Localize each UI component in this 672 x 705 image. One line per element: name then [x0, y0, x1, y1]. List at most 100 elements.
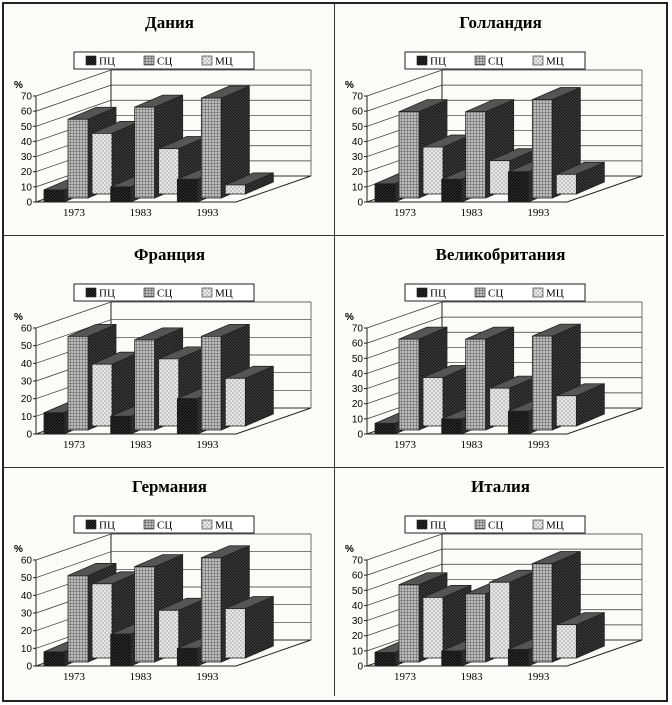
y-tick-label: 20 [352, 631, 364, 642]
bar-mc [224, 595, 274, 659]
legend-label-pc: ПЦ [99, 520, 115, 532]
legend-swatch-sc [143, 287, 155, 298]
y-tick-label: 30 [21, 152, 33, 163]
legend-swatch-mc [532, 55, 544, 66]
y-tick-label: 60 [21, 324, 33, 335]
x-category-label: 1993 [196, 439, 219, 451]
y-tick-label: 60 [352, 107, 364, 118]
chart-title: Голландия [459, 13, 542, 32]
x-category-label: 1973 [63, 671, 86, 683]
chart-svg: Германия ПЦ СЦ МЦ% 0 10 20 30 40 50 60 1973 1983 1993 [14, 477, 312, 683]
legend-label-sc: СЦ [488, 56, 503, 68]
y-tick-label: 70 [352, 92, 364, 103]
legend-swatch-sc [474, 519, 486, 530]
bar-sc [200, 85, 250, 199]
y-unit-label: % [345, 312, 354, 323]
y-tick-label: 70 [21, 92, 33, 103]
bar-mc [555, 612, 605, 659]
legend-swatch-pc [85, 55, 97, 66]
y-tick-label: 0 [357, 198, 363, 209]
legend-swatch-mc [532, 519, 544, 530]
y-tick-label: 40 [352, 137, 364, 148]
chart-svg: Голландия ПЦ СЦ МЦ% 0 10 20 30 40 50 60 70 1973 1983 1… [345, 13, 643, 219]
x-category-label: 1983 [461, 671, 484, 683]
legend-swatch-sc [143, 519, 155, 530]
y-tick-label: 50 [21, 341, 33, 352]
y-tick-label: 0 [26, 198, 32, 209]
x-category-label: 1983 [461, 207, 484, 219]
y-tick-label: 40 [21, 359, 33, 370]
y-tick-label: 40 [21, 591, 33, 602]
legend-label-mc: МЦ [215, 520, 233, 532]
legend-label-sc: СЦ [157, 56, 172, 68]
bar-mc [555, 161, 605, 195]
legend-swatch-pc [416, 55, 428, 66]
chart-legend: ПЦ СЦ МЦ [404, 283, 586, 302]
legend-label-mc: МЦ [546, 288, 564, 300]
x-category-label: 1993 [196, 671, 219, 683]
y-tick-label: 50 [352, 586, 364, 597]
legend-swatch-mc [201, 519, 213, 530]
x-category-label: 1993 [527, 439, 550, 451]
legend-label-mc: МЦ [215, 288, 233, 300]
x-category-label: 1993 [527, 671, 550, 683]
y-tick-label: 60 [21, 107, 33, 118]
legend-label-pc: ПЦ [430, 288, 446, 300]
y-tick-label: 10 [352, 182, 364, 193]
x-category-label: 1983 [130, 439, 153, 451]
chart-svg: Великобритания ПЦ СЦ МЦ% 0 10 20 30 40 50 60 70 1973… [345, 245, 643, 451]
bar-mc [224, 365, 274, 427]
y-tick-label: 10 [21, 644, 33, 655]
legend-label-mc: МЦ [546, 520, 564, 532]
legend-swatch-pc [416, 287, 428, 298]
x-category-label: 1993 [527, 207, 550, 219]
legend-label-pc: ПЦ [99, 56, 115, 68]
legend-label-sc: СЦ [488, 288, 503, 300]
y-tick-label: 50 [21, 573, 33, 584]
y-tick-label: 70 [352, 324, 364, 335]
y-tick-label: 50 [21, 122, 33, 133]
legend-swatch-pc [85, 519, 97, 530]
y-tick-label: 10 [352, 414, 364, 425]
legend-label-sc: СЦ [157, 288, 172, 300]
y-tick-label: 30 [21, 609, 33, 620]
y-tick-label: 0 [357, 662, 363, 673]
x-category-label: 1973 [394, 439, 417, 451]
y-tick-label: 20 [352, 399, 364, 410]
chart-legend: ПЦ СЦ МЦ [73, 515, 255, 534]
y-unit-label: % [14, 312, 23, 323]
legend-label-sc: СЦ [488, 520, 503, 532]
legend-label-mc: МЦ [215, 56, 233, 68]
x-category-label: 1983 [461, 439, 484, 451]
y-tick-label: 0 [26, 430, 32, 441]
y-unit-label: % [345, 80, 354, 91]
chart-panel: Италия ПЦ СЦ МЦ% 0 10 20 30 40 50 60 70 1973 1983 1993 [335, 468, 664, 696]
chart-title: Италия [471, 477, 530, 496]
y-unit-label: % [345, 544, 354, 555]
y-tick-label: 20 [352, 167, 364, 178]
y-tick-label: 20 [21, 626, 33, 637]
chart-svg: Франция ПЦ СЦ МЦ% 0 10 20 30 40 50 60 1973 1983 1993 [14, 245, 312, 451]
y-tick-label: 40 [352, 369, 364, 380]
chart-title: Германия [132, 477, 207, 496]
y-tick-label: 70 [352, 556, 364, 567]
legend-swatch-sc [143, 55, 155, 66]
legend-swatch-mc [201, 287, 213, 298]
legend-swatch-sc [474, 287, 486, 298]
y-tick-label: 10 [352, 646, 364, 657]
chart-title: Франция [134, 245, 205, 264]
y-tick-label: 60 [352, 571, 364, 582]
bar-mc [422, 584, 472, 659]
y-tick-label: 20 [21, 394, 33, 405]
x-category-label: 1973 [394, 207, 417, 219]
bar-mc [224, 172, 274, 195]
legend-swatch-pc [416, 519, 428, 530]
legend-swatch-mc [532, 287, 544, 298]
chart-legend: ПЦ СЦ МЦ [404, 51, 586, 70]
legend-swatch-mc [201, 55, 213, 66]
y-tick-label: 60 [352, 339, 364, 350]
chart-legend: ПЦ СЦ МЦ [73, 51, 255, 70]
y-tick-label: 40 [352, 601, 364, 612]
y-tick-label: 50 [352, 354, 364, 365]
chart-title: Дания [145, 13, 194, 32]
